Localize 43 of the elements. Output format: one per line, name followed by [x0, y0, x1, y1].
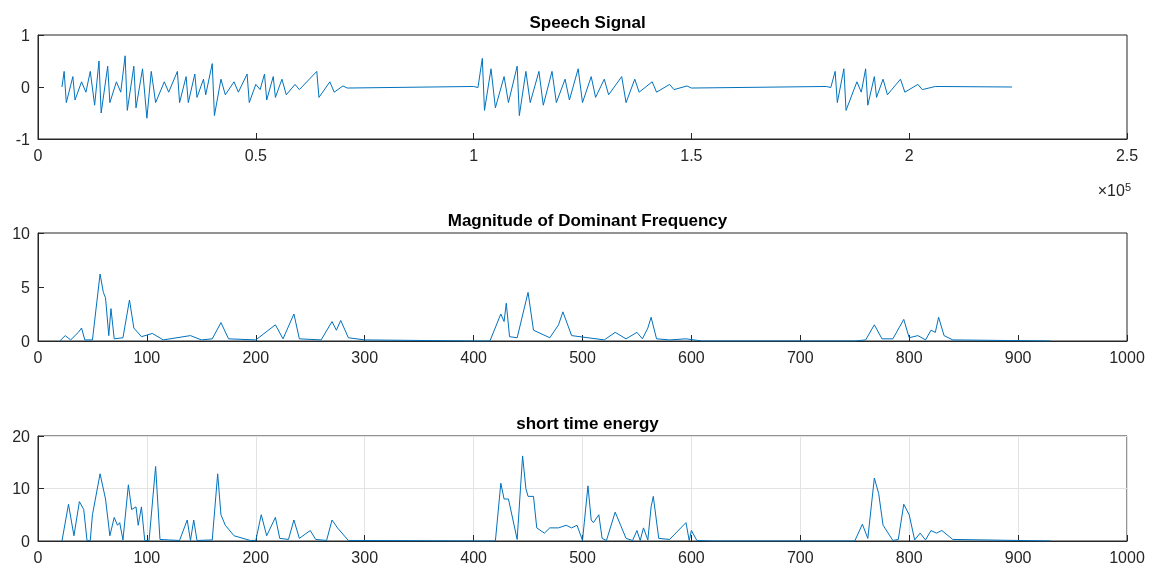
x-tick-label: 0: [33, 348, 43, 366]
x-tick-label: 500: [569, 348, 596, 366]
x-tick-label: 400: [460, 548, 488, 566]
chart-title: Magnitude of Dominant Frequency: [447, 211, 728, 230]
y-tick-label: 1: [21, 26, 31, 44]
x-tick-label: 600: [678, 548, 705, 566]
x-tick-label: 400: [460, 348, 488, 366]
x-tick-label: 900: [1004, 548, 1032, 566]
x-tick-label: 200: [242, 548, 270, 566]
x-tick-label: 0: [33, 146, 43, 164]
x-tick-label: 1: [469, 146, 479, 164]
y-tick-label: -1: [15, 130, 31, 148]
x-tick-label: 1.5: [680, 146, 703, 164]
x-tick-label: 1000: [1109, 348, 1145, 366]
x-tick-label: 300: [351, 548, 379, 566]
x-tick-label: 2: [904, 146, 914, 164]
x-tick-label: 600: [678, 348, 705, 366]
line-series: [59, 273, 1052, 342]
x-tick-label: 500: [569, 548, 596, 566]
x-tick-label: 2.5: [1115, 146, 1139, 164]
x-tick-label: 100: [133, 348, 161, 366]
x-tick-label: 1000: [1109, 548, 1145, 566]
x-tick-label: 0: [33, 548, 43, 566]
x-tick-label: 800: [895, 348, 923, 366]
y-tick-label: 20: [12, 427, 31, 445]
x-tick-label: 700: [786, 348, 814, 366]
line-series: [61, 55, 1013, 119]
y-tick-label: 0: [21, 332, 31, 350]
x-tick-label: 700: [786, 548, 814, 566]
line-series: [61, 455, 1052, 542]
y-tick-label: 10: [12, 480, 31, 497]
y-tick-label: 10: [12, 224, 31, 242]
x-tick-label: 200: [242, 348, 270, 366]
y-tick-label: 5: [21, 278, 31, 296]
x-tick-label: 300: [351, 348, 379, 366]
x-tick-label: 900: [1004, 348, 1032, 366]
x-tick-label: 800: [895, 548, 923, 566]
x-tick-label: 0.5: [244, 146, 268, 164]
chart-title: Speech Signal: [529, 13, 646, 32]
chart-title: short time energy: [516, 414, 660, 433]
y-tick-label: 0: [21, 78, 31, 96]
x-tick-label: 100: [133, 548, 161, 566]
y-tick-label: 0: [21, 532, 31, 550]
